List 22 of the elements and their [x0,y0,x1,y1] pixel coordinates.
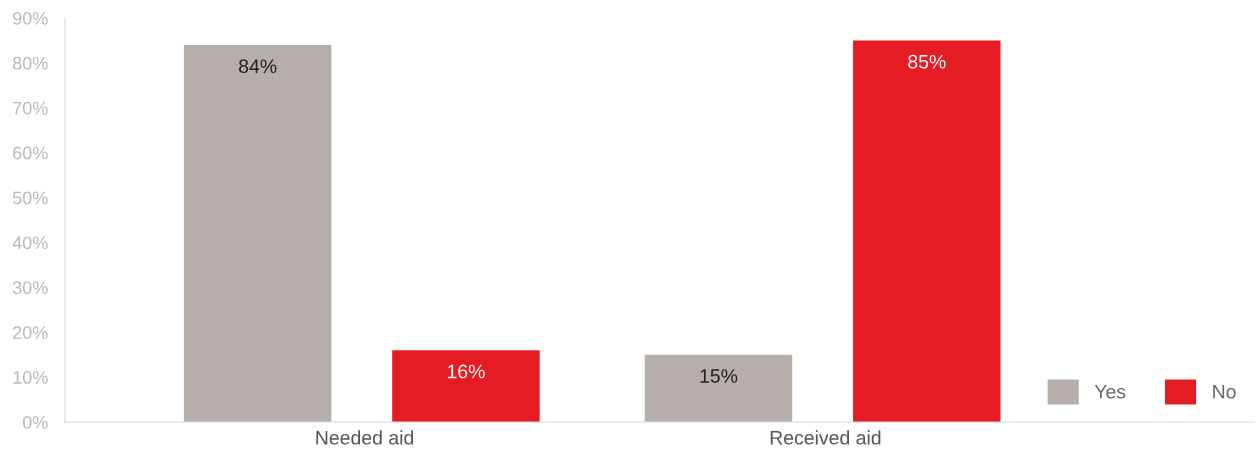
y-tick-label: 50% [12,191,48,205]
data-label: 15% [700,369,738,383]
y-tick-label: 40% [12,236,48,250]
y-tick-label: 30% [12,281,48,295]
bar [644,354,793,422]
legend-label: Yes [1094,385,1126,399]
legend-label: No [1213,385,1236,399]
x-tick-label: Received aid [770,430,881,445]
data-label: 16% [447,364,485,379]
y-tick-label: 70% [13,101,48,115]
bar [183,44,332,422]
y-tick-label: 90% [13,11,48,25]
bar [853,40,1001,422]
y-tick-label: 10% [13,371,48,384]
y-tick-label: 20% [13,326,48,339]
data-label: 84% [239,59,277,74]
data-label: 85% [908,54,946,69]
y-tick-label: 80% [12,56,48,70]
y-tick-label: 60% [13,146,48,160]
x-tick-label: Needed aid [316,430,414,445]
y-tick-label: 0% [22,415,48,429]
bar [392,350,540,422]
